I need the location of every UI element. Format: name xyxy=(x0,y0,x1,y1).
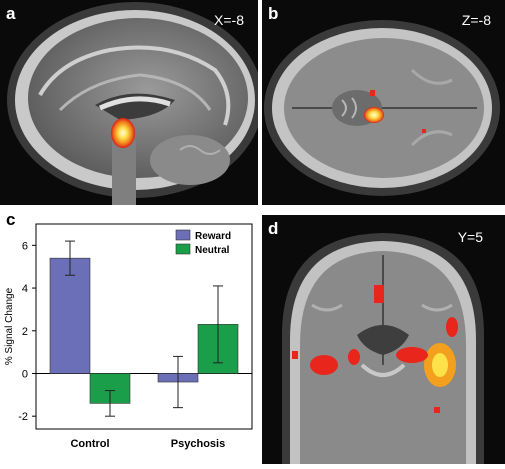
panel-d-label: d xyxy=(268,219,279,238)
y-tick-label: 0 xyxy=(22,368,28,380)
y-tick-label: 6 xyxy=(22,240,28,252)
y-tick-label: 4 xyxy=(22,283,28,295)
y-tick-label: 2 xyxy=(22,326,28,338)
y-axis-label: % Signal Change xyxy=(4,287,15,365)
x-tick-label: Psychosis xyxy=(171,438,225,450)
x-tick-label: Control xyxy=(70,438,109,450)
y-tick-label: -2 xyxy=(18,411,28,423)
panel-d-coordinate: Y=5 xyxy=(457,229,483,245)
legend-swatch xyxy=(175,243,191,255)
panel-c-bar-chart: c -2 0 2 4 6 % Signal Change Control Psychosis R… xyxy=(0,210,262,464)
panel-a-sagittal-brain: a X=-8 xyxy=(0,0,258,205)
plot-frame xyxy=(35,223,253,430)
legend-swatch xyxy=(175,229,191,241)
legend-label: Neutral xyxy=(195,245,230,256)
panel-c-label: c xyxy=(6,210,16,229)
panel-d-coronal-brain: d Y=5 xyxy=(262,215,505,464)
coronal-brain-image xyxy=(262,215,505,464)
axial-brain-image xyxy=(262,0,505,205)
sagittal-brain-image xyxy=(0,0,258,205)
panel-b-coordinate: Z=-8 xyxy=(461,12,491,28)
panel-a-coordinate: X=-8 xyxy=(214,12,244,28)
legend-label: Reward xyxy=(195,231,231,242)
panel-b-axial-brain: b Z=-8 xyxy=(262,0,505,205)
panel-b-label: b xyxy=(268,4,279,23)
panel-a-label: a xyxy=(6,4,16,23)
signal-change-chart: -2 0 2 4 6 % Signal Change Control Psychosis Rew… xyxy=(4,223,253,450)
